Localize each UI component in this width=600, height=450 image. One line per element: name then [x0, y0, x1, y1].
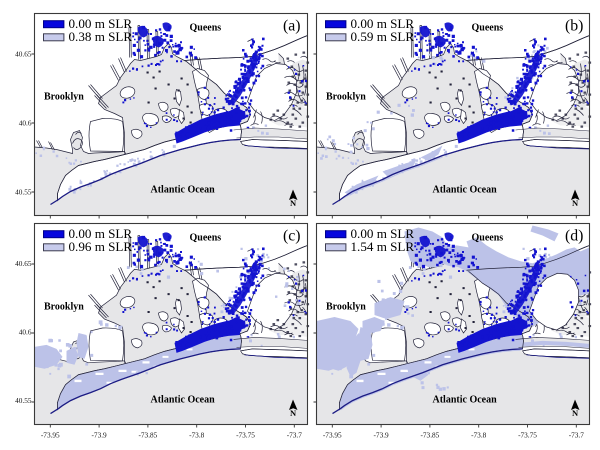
svg-text:(c): (c) [283, 228, 301, 245]
svg-text:0.00 m SLR: 0.00 m SLR [69, 16, 133, 31]
svg-text:0.00 m SLR: 0.00 m SLR [351, 16, 415, 31]
svg-text:0.59 m SLR: 0.59 m SLR [351, 29, 415, 44]
svg-text:Queens: Queens [472, 233, 504, 244]
svg-text:N: N [572, 198, 579, 208]
svg-text:-73.95: -73.95 [323, 431, 342, 440]
svg-text:N: N [290, 198, 297, 208]
svg-text:-73.9: -73.9 [91, 431, 107, 440]
svg-text:-73.75: -73.75 [518, 431, 537, 440]
svg-text:-73.9: -73.9 [373, 431, 389, 440]
svg-text:1.54 m SLR: 1.54 m SLR [351, 239, 415, 254]
svg-text:0.00 m SLR: 0.00 m SLR [69, 226, 133, 241]
svg-text:-73.95: -73.95 [41, 431, 60, 440]
svg-text:Atlantic Ocean: Atlantic Ocean [151, 395, 216, 406]
svg-text:-73.8: -73.8 [189, 431, 205, 440]
svg-text:40.6: 40.6 [19, 328, 32, 337]
svg-text:-73.7: -73.7 [569, 431, 585, 440]
svg-text:40.65: 40.65 [15, 259, 32, 268]
svg-text:0.96 m SLR: 0.96 m SLR [69, 239, 133, 254]
svg-text:Brooklyn: Brooklyn [326, 302, 366, 313]
svg-text:-73.85: -73.85 [138, 431, 157, 440]
svg-text:Atlantic Ocean: Atlantic Ocean [151, 185, 216, 196]
svg-text:Queens: Queens [190, 23, 222, 34]
svg-text:40.55: 40.55 [15, 396, 32, 405]
svg-text:Atlantic Ocean: Atlantic Ocean [433, 185, 498, 196]
svg-text:Brooklyn: Brooklyn [326, 92, 366, 103]
svg-text:-73.75: -73.75 [236, 431, 255, 440]
svg-text:Brooklyn: Brooklyn [44, 302, 84, 313]
svg-text:-73.7: -73.7 [287, 431, 303, 440]
svg-text:-73.85: -73.85 [420, 431, 439, 440]
svg-text:0.00 m SLR: 0.00 m SLR [351, 226, 415, 241]
svg-text:(b): (b) [565, 18, 583, 35]
svg-text:Queens: Queens [472, 23, 504, 34]
svg-text:(d): (d) [565, 228, 583, 245]
svg-text:40.55: 40.55 [15, 188, 32, 197]
svg-text:Atlantic Ocean: Atlantic Ocean [433, 395, 498, 406]
svg-text:(a): (a) [283, 18, 301, 35]
svg-text:Queens: Queens [190, 233, 222, 244]
svg-text:-73.8: -73.8 [471, 431, 487, 440]
svg-text:N: N [290, 408, 297, 418]
svg-text:40.6: 40.6 [19, 119, 32, 128]
svg-text:40.65: 40.65 [15, 50, 32, 59]
svg-text:Brooklyn: Brooklyn [44, 92, 84, 103]
svg-text:0.38 m SLR: 0.38 m SLR [69, 29, 133, 44]
svg-text:N: N [572, 408, 579, 418]
